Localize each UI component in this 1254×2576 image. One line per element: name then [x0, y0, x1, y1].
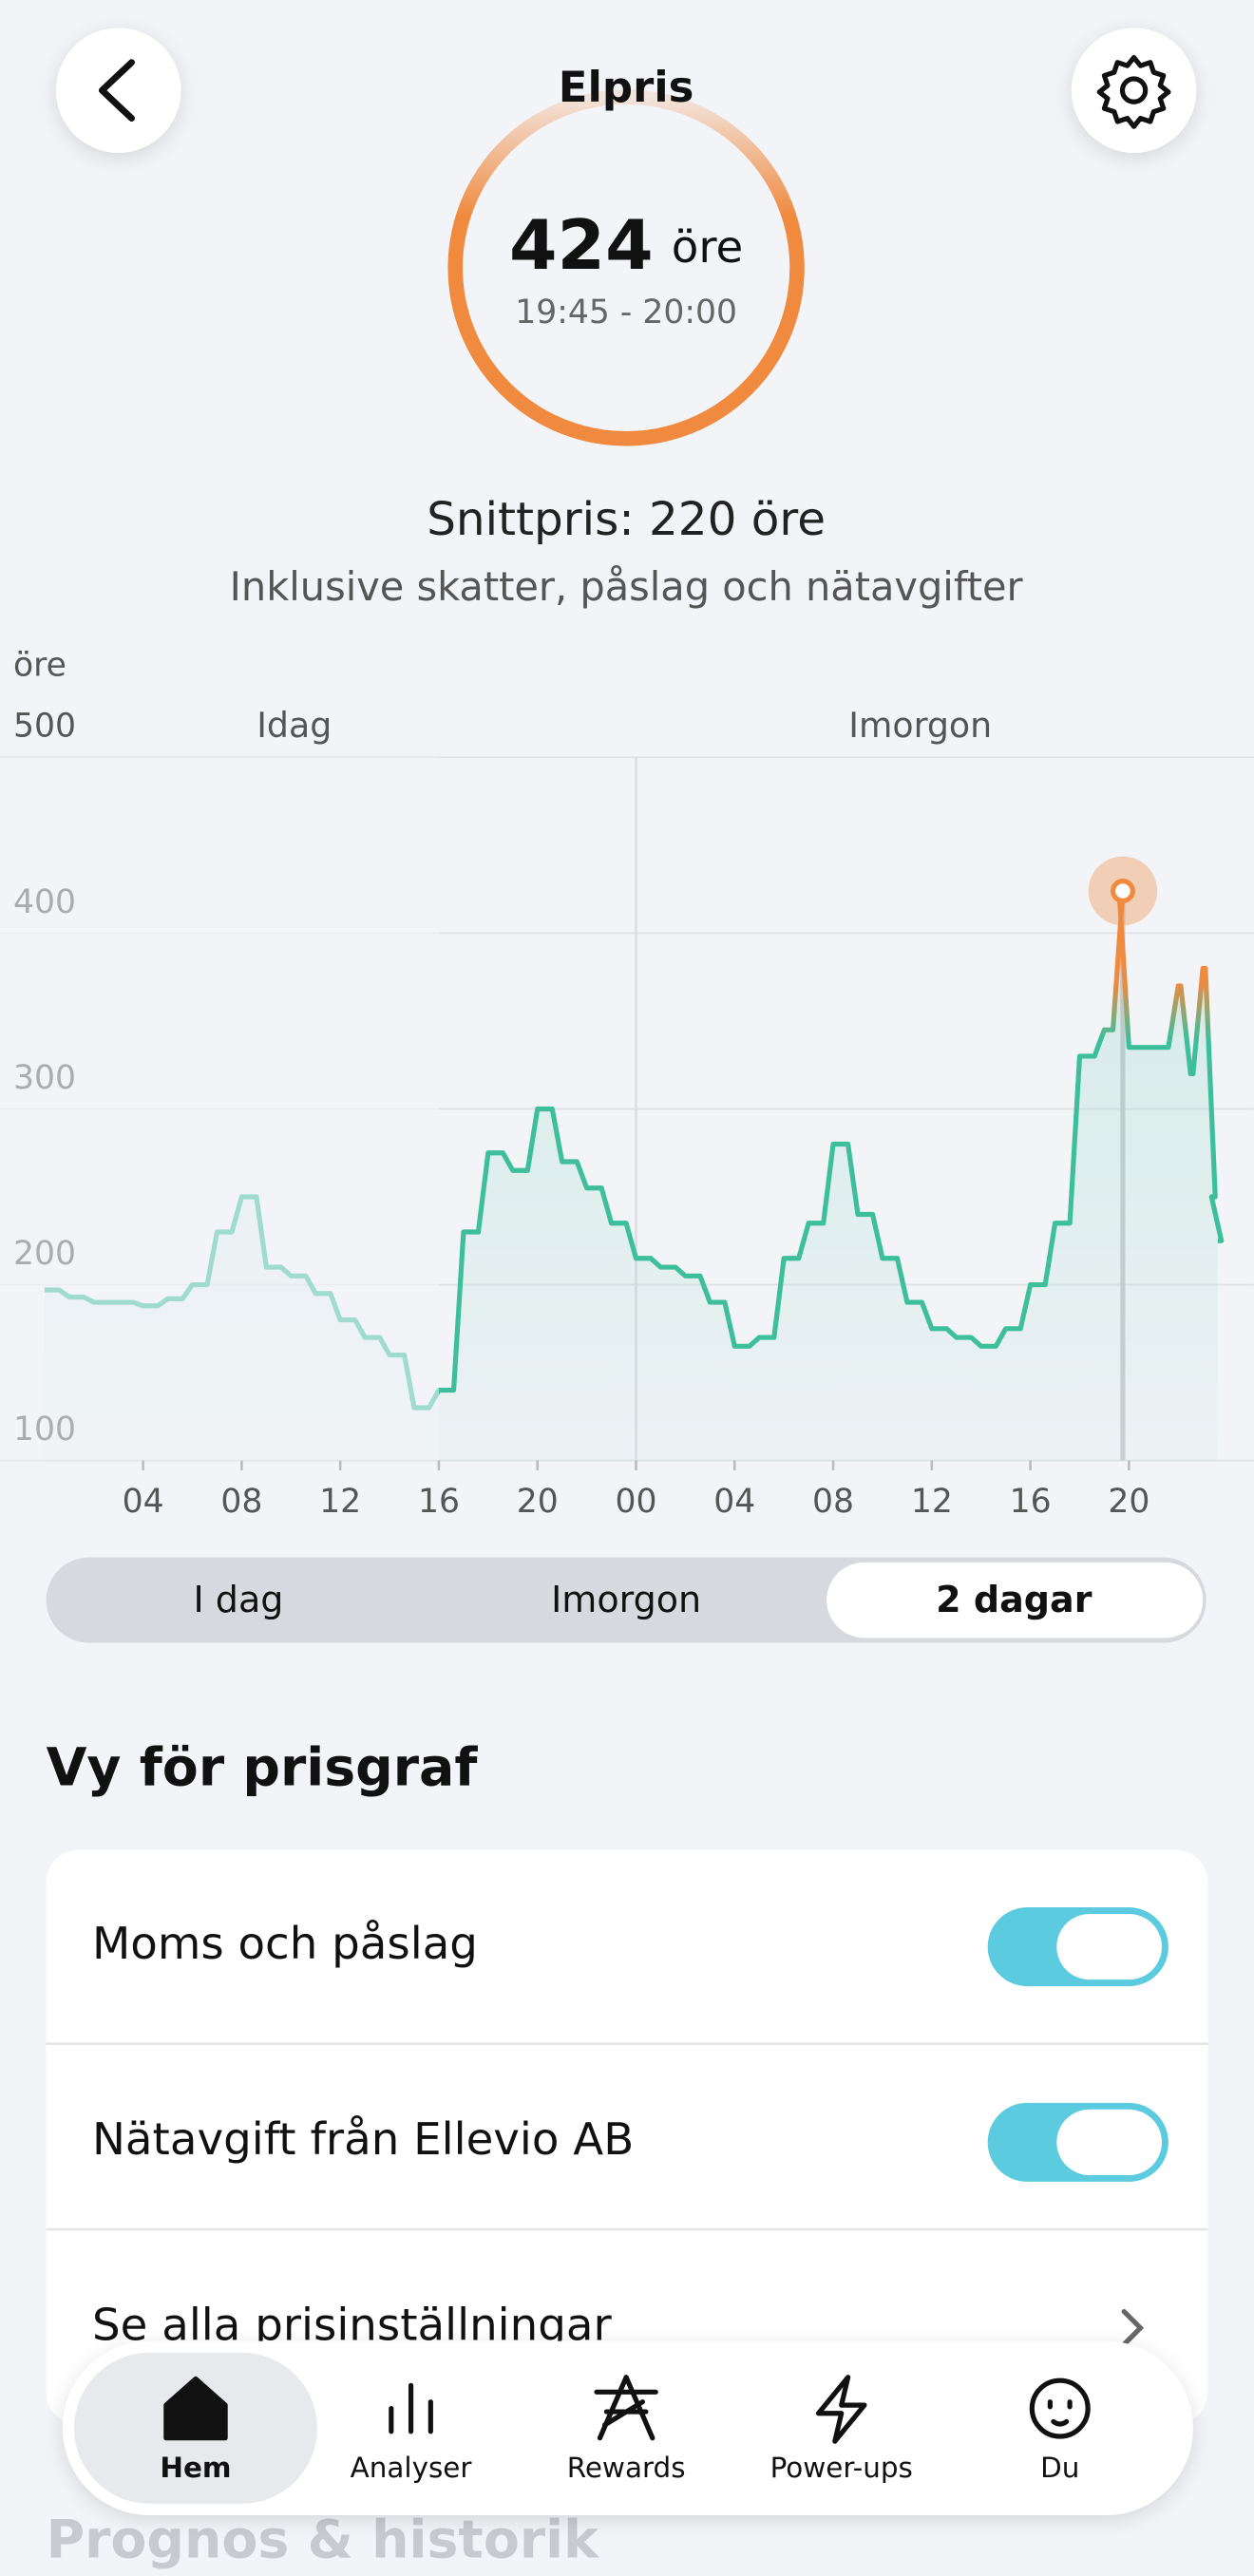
nav-icon [1029, 2377, 1091, 2439]
tab-label[interactable]: I dag [193, 1579, 283, 1620]
settings-icon [1096, 54, 1171, 129]
tab-group: I dag Imorgon 2 dagar [193, 1562, 1204, 1638]
bottom-nav [62, 2340, 1193, 2516]
settings-card [46, 1849, 1208, 2425]
back-icon [98, 59, 135, 122]
setting-label[interactable]: Nätavgift från Ellevio AB [92, 2114, 634, 2166]
next-section-title: Prognos & historik [47, 2510, 600, 2571]
nav-items: Hem Analyser Rewards Power-ups Du [73, 2352, 1091, 2504]
past-fade [0, 757, 439, 1461]
x-tick-label: 04 [713, 1483, 755, 1521]
price-chart: öre100200300400500IdagImorgon04081216200… [0, 647, 1254, 1521]
nav-label[interactable]: Hem [160, 2452, 231, 2484]
nav-icon [389, 2382, 433, 2434]
tab-label[interactable]: Imorgon [551, 1579, 701, 1620]
settings-button[interactable] [1071, 28, 1197, 153]
setting-label[interactable]: Moms och påslag [92, 1919, 478, 1970]
day-label: Idag [256, 705, 332, 746]
day-label: Imorgon [848, 705, 992, 746]
toggle-knob [1056, 1913, 1162, 1980]
x-tick-label: 20 [517, 1483, 559, 1521]
highlight-point [1110, 879, 1135, 903]
page-title: Elpris [559, 62, 694, 112]
nav-label[interactable]: Rewards [567, 2452, 686, 2484]
y-axis-label: öre [13, 647, 66, 685]
price-note: Inklusive skatter, påslag och nätavgifte… [230, 563, 1024, 610]
tab-label[interactable]: 2 dagar [936, 1579, 1092, 1620]
nav-label[interactable]: Power-ups [770, 2452, 913, 2484]
price-ring [447, 89, 805, 446]
x-tick-label: 12 [319, 1483, 361, 1521]
x-tick-label: 12 [911, 1483, 953, 1521]
x-tick-label: 16 [1010, 1483, 1052, 1521]
x-tick-label: 08 [812, 1483, 854, 1521]
average-price: Snittpris: 220 öre [427, 493, 826, 546]
nav-icon [594, 2375, 658, 2441]
section-title: Vy för prisgraf [47, 1738, 479, 1799]
settings-list: Moms och påslag Nätavgift från Ellevio AB… [46, 1907, 1208, 2351]
x-tick-label: 00 [616, 1483, 657, 1521]
x-tick-label: 16 [418, 1483, 460, 1521]
y-tick-label: 500 [13, 708, 76, 746]
x-tick-label: 04 [123, 1483, 164, 1521]
nav-icon [815, 2375, 867, 2444]
current-price: 424 öre [509, 206, 743, 286]
x-tick-label: 08 [220, 1483, 262, 1521]
x-tick-label: 20 [1108, 1483, 1150, 1521]
nav-icon [163, 2376, 228, 2441]
price-value: 424 [509, 206, 654, 286]
toggle-knob [1056, 2109, 1162, 2175]
nav-icon [1047, 2399, 1073, 2427]
chevron [1121, 2308, 1145, 2347]
price-unit: öre [672, 221, 743, 273]
tab-selected [826, 1562, 1204, 1638]
nav-label[interactable]: Analyser [351, 2452, 473, 2484]
price-time: 19:45 - 20:00 [515, 294, 737, 331]
back-button[interactable] [55, 28, 181, 153]
nav-label[interactable]: Du [1040, 2452, 1079, 2484]
